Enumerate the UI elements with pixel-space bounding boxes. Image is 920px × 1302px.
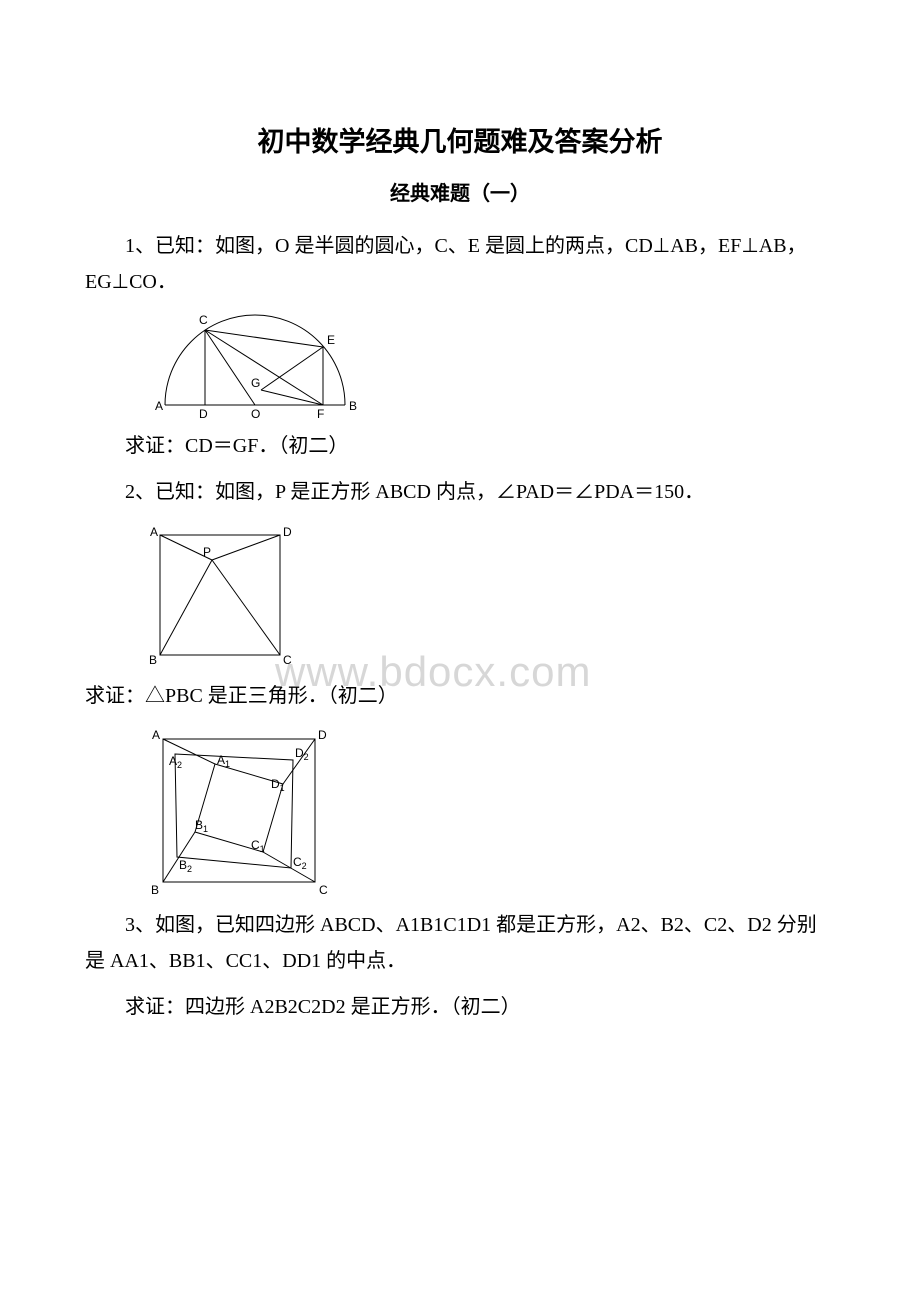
label-F: F [317,407,324,420]
label-B: B [349,399,357,413]
label-B: B [149,653,157,667]
label-D: D [283,525,292,539]
problem-1-goal: 求证：CD＝GF．（初二） [85,428,835,464]
label-B2: B2 [179,858,192,874]
label-D1: D1 [271,777,285,793]
page-title: 初中数学经典几何题难及答案分析 [85,120,835,159]
label-A1: A1 [217,753,230,769]
label-A: A [155,399,163,413]
label-E: E [327,333,335,347]
label-B1: B1 [195,818,208,834]
problem-1-statement: 1、已知：如图，O 是半圆的圆心，C、E 是圆上的两点，CD⊥AB，EF⊥AB，… [85,228,835,300]
label-C1: C1 [251,838,265,854]
label-D2: D2 [295,746,309,762]
section-subtitle: 经典难题（一） [85,177,835,206]
label-A: A [152,728,160,742]
label-G: G [251,376,260,390]
label-O: O [251,407,260,420]
label-D: D [318,728,327,742]
figure-2: A D B C P [145,520,835,670]
label-A2: A2 [169,754,182,770]
label-A: A [150,525,158,539]
label-C: C [199,313,208,327]
problem-2-statement: 2、已知：如图，P 是正方形 ABCD 内点，∠PAD＝∠PDA＝150． [85,474,835,510]
label-P: P [203,545,211,559]
figure-1: A B O C D E F G [145,310,835,420]
problem-2-goal: 求证：△PBC 是正三角形．（初二） [85,678,835,714]
label-C: C [283,653,292,667]
problem-3-goal: 求证：四边形 A2B2C2D2 是正方形．（初二） [85,989,835,1025]
label-C2: C2 [293,855,307,871]
label-C: C [319,883,328,897]
problem-3-statement: 3、如图，已知四边形 ABCD、A1B1C1D1 都是正方形，A2、B2、C2、… [85,907,835,979]
figure-3: A D B C A1 D1 C1 B1 A2 D2 C2 B2 [145,724,835,899]
label-B: B [151,883,159,897]
label-D: D [199,407,208,420]
